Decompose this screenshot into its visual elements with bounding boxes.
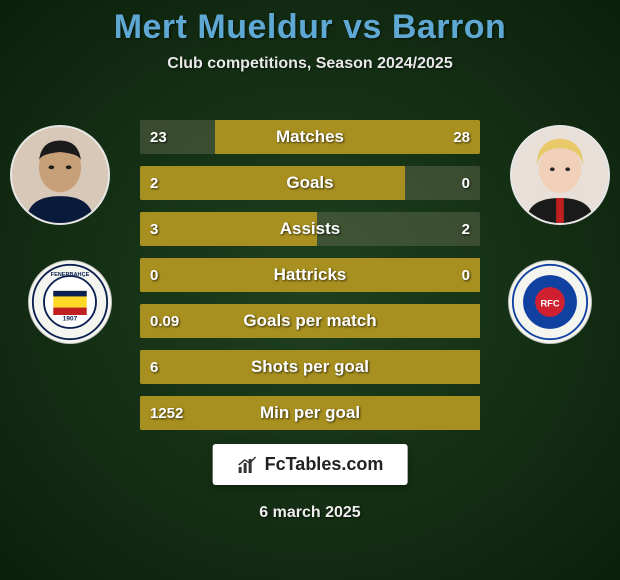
stat-label: Goals (140, 166, 480, 200)
stat-label: Goals per match (140, 304, 480, 338)
source-badge: FcTables.com (213, 444, 408, 485)
comparison-title: Mert Mueldur vs Barron (0, 0, 620, 47)
source-label: FcTables.com (265, 454, 384, 475)
svg-text:RFC: RFC (540, 299, 559, 309)
stat-row: 2328Matches (140, 120, 480, 154)
stat-row: 6Shots per goal (140, 350, 480, 384)
stats-container: 2328Matches 20Goals 32Assists 00Hattricks 0.… (140, 120, 480, 442)
club-right-badge: RFC (508, 260, 592, 344)
stat-row: 1252Min per goal (140, 396, 480, 430)
comparison-date: 6 march 2025 (0, 504, 620, 522)
stat-row: 32Assists (140, 212, 480, 246)
person-icon (512, 127, 608, 223)
stat-label: Matches (140, 120, 480, 154)
person-icon (12, 127, 108, 223)
stat-label: Shots per goal (140, 350, 480, 384)
chart-icon (237, 455, 259, 475)
stat-label: Min per goal (140, 396, 480, 430)
player-right-avatar (510, 125, 610, 225)
club-crest-icon: FENERBAHÇE 1907 (31, 263, 109, 341)
club-crest-icon: RFC (511, 263, 589, 341)
stat-row: 00Hattricks (140, 258, 480, 292)
stat-label: Assists (140, 212, 480, 246)
stat-row: 20Goals (140, 166, 480, 200)
stat-label: Hattricks (140, 258, 480, 292)
stat-row: 0.09Goals per match (140, 304, 480, 338)
svg-text:1907: 1907 (63, 316, 78, 323)
comparison-subtitle: Club competitions, Season 2024/2025 (0, 55, 620, 73)
player-left-avatar (10, 125, 110, 225)
svg-text:FENERBAHÇE: FENERBAHÇE (51, 272, 90, 278)
club-left-badge: FENERBAHÇE 1907 (28, 260, 112, 344)
